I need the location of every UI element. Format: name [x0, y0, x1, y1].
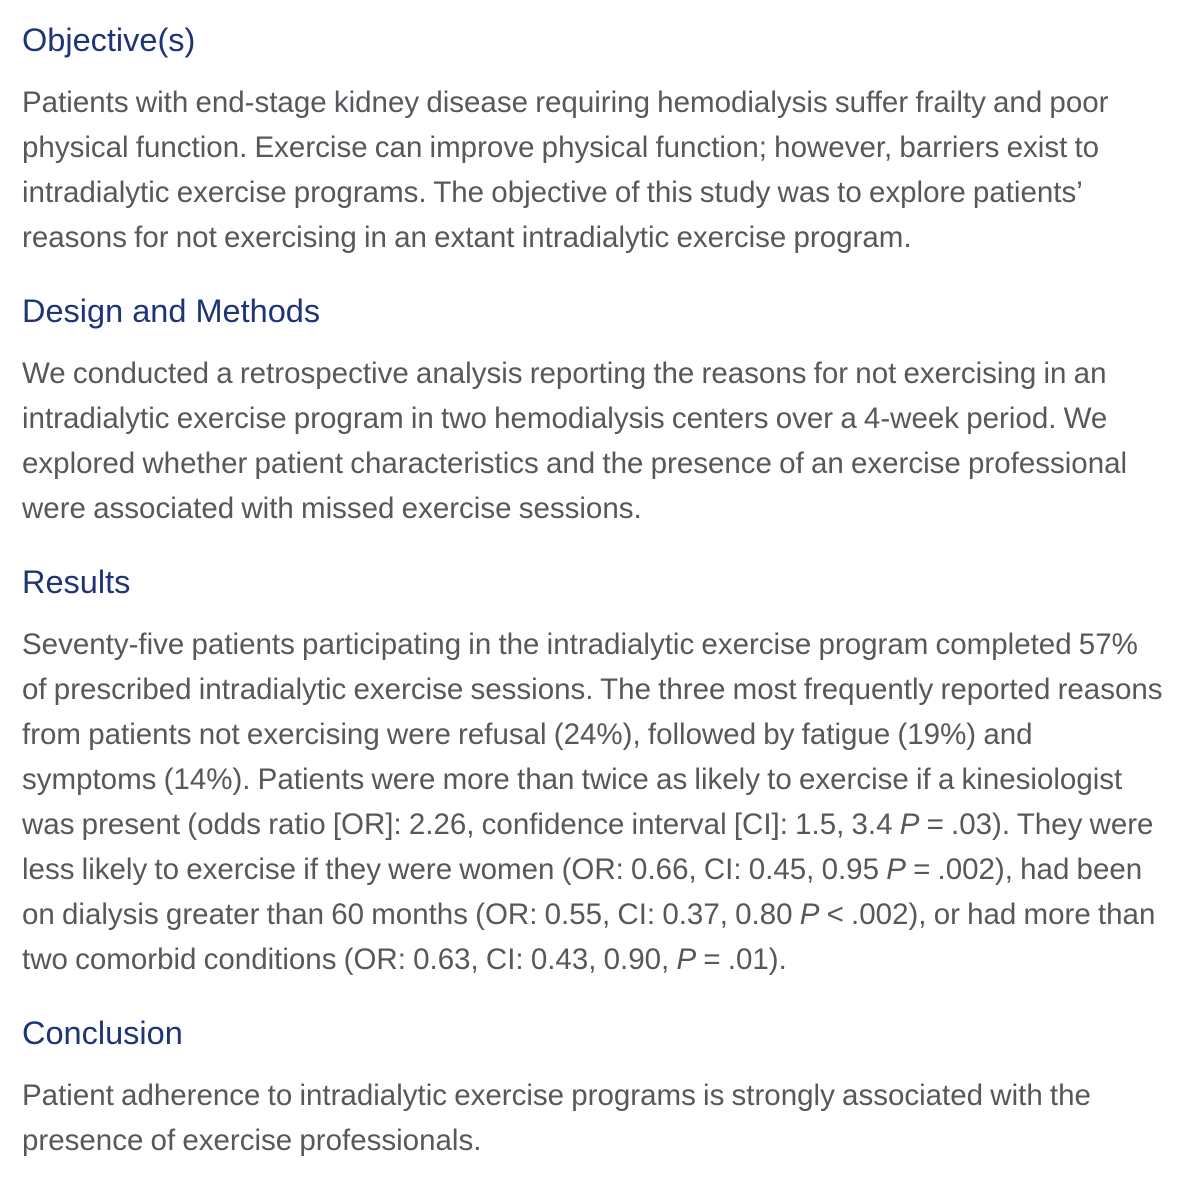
- p-value-italic: P: [886, 853, 906, 886]
- p-value-italic: P: [799, 898, 820, 931]
- section-heading-objectives: Objective(s): [22, 22, 196, 58]
- text-run: = .002), had been on dialysis greater th…: [22, 853, 1143, 931]
- section-heading-results: Results: [22, 564, 131, 600]
- text-run: Patient adherence to intradialytic exerc…: [22, 1079, 1091, 1157]
- p-value-italic: P: [676, 943, 697, 976]
- objectives-paragraph: Patients with end-stage kidney disease r…: [22, 80, 1164, 260]
- text-run: = .03). They were less likely to exercis…: [22, 808, 1154, 886]
- section-design-and-methods: Design and Methods We conducted a retros…: [22, 291, 1178, 531]
- section-objectives: Objective(s) Patients with end-stage kid…: [22, 20, 1178, 260]
- text-run: = .01).: [696, 943, 787, 976]
- conclusion-paragraph: Patient adherence to intradialytic exerc…: [22, 1073, 1164, 1163]
- section-results: Results Seventy-five patients participat…: [22, 562, 1178, 982]
- text-run: We conducted a retrospective analysis re…: [22, 357, 1128, 525]
- design-and-methods-paragraph: We conducted a retrospective analysis re…: [22, 351, 1164, 531]
- abstract-content: Objective(s) Patients with end-stage kid…: [22, 20, 1178, 1163]
- text-run: Patients with end-stage kidney disease r…: [22, 86, 1109, 254]
- section-conclusion: Conclusion Patient adherence to intradia…: [22, 1013, 1178, 1163]
- text-run: Seventy-five patients participating in t…: [22, 628, 1163, 841]
- section-heading-conclusion: Conclusion: [22, 1015, 183, 1051]
- text-run: < .002), or had more than two comorbid c…: [22, 898, 1156, 976]
- section-heading-design-and-methods: Design and Methods: [22, 293, 321, 329]
- results-paragraph: Seventy-five patients participating in t…: [22, 622, 1164, 982]
- p-value-italic: P: [899, 808, 920, 841]
